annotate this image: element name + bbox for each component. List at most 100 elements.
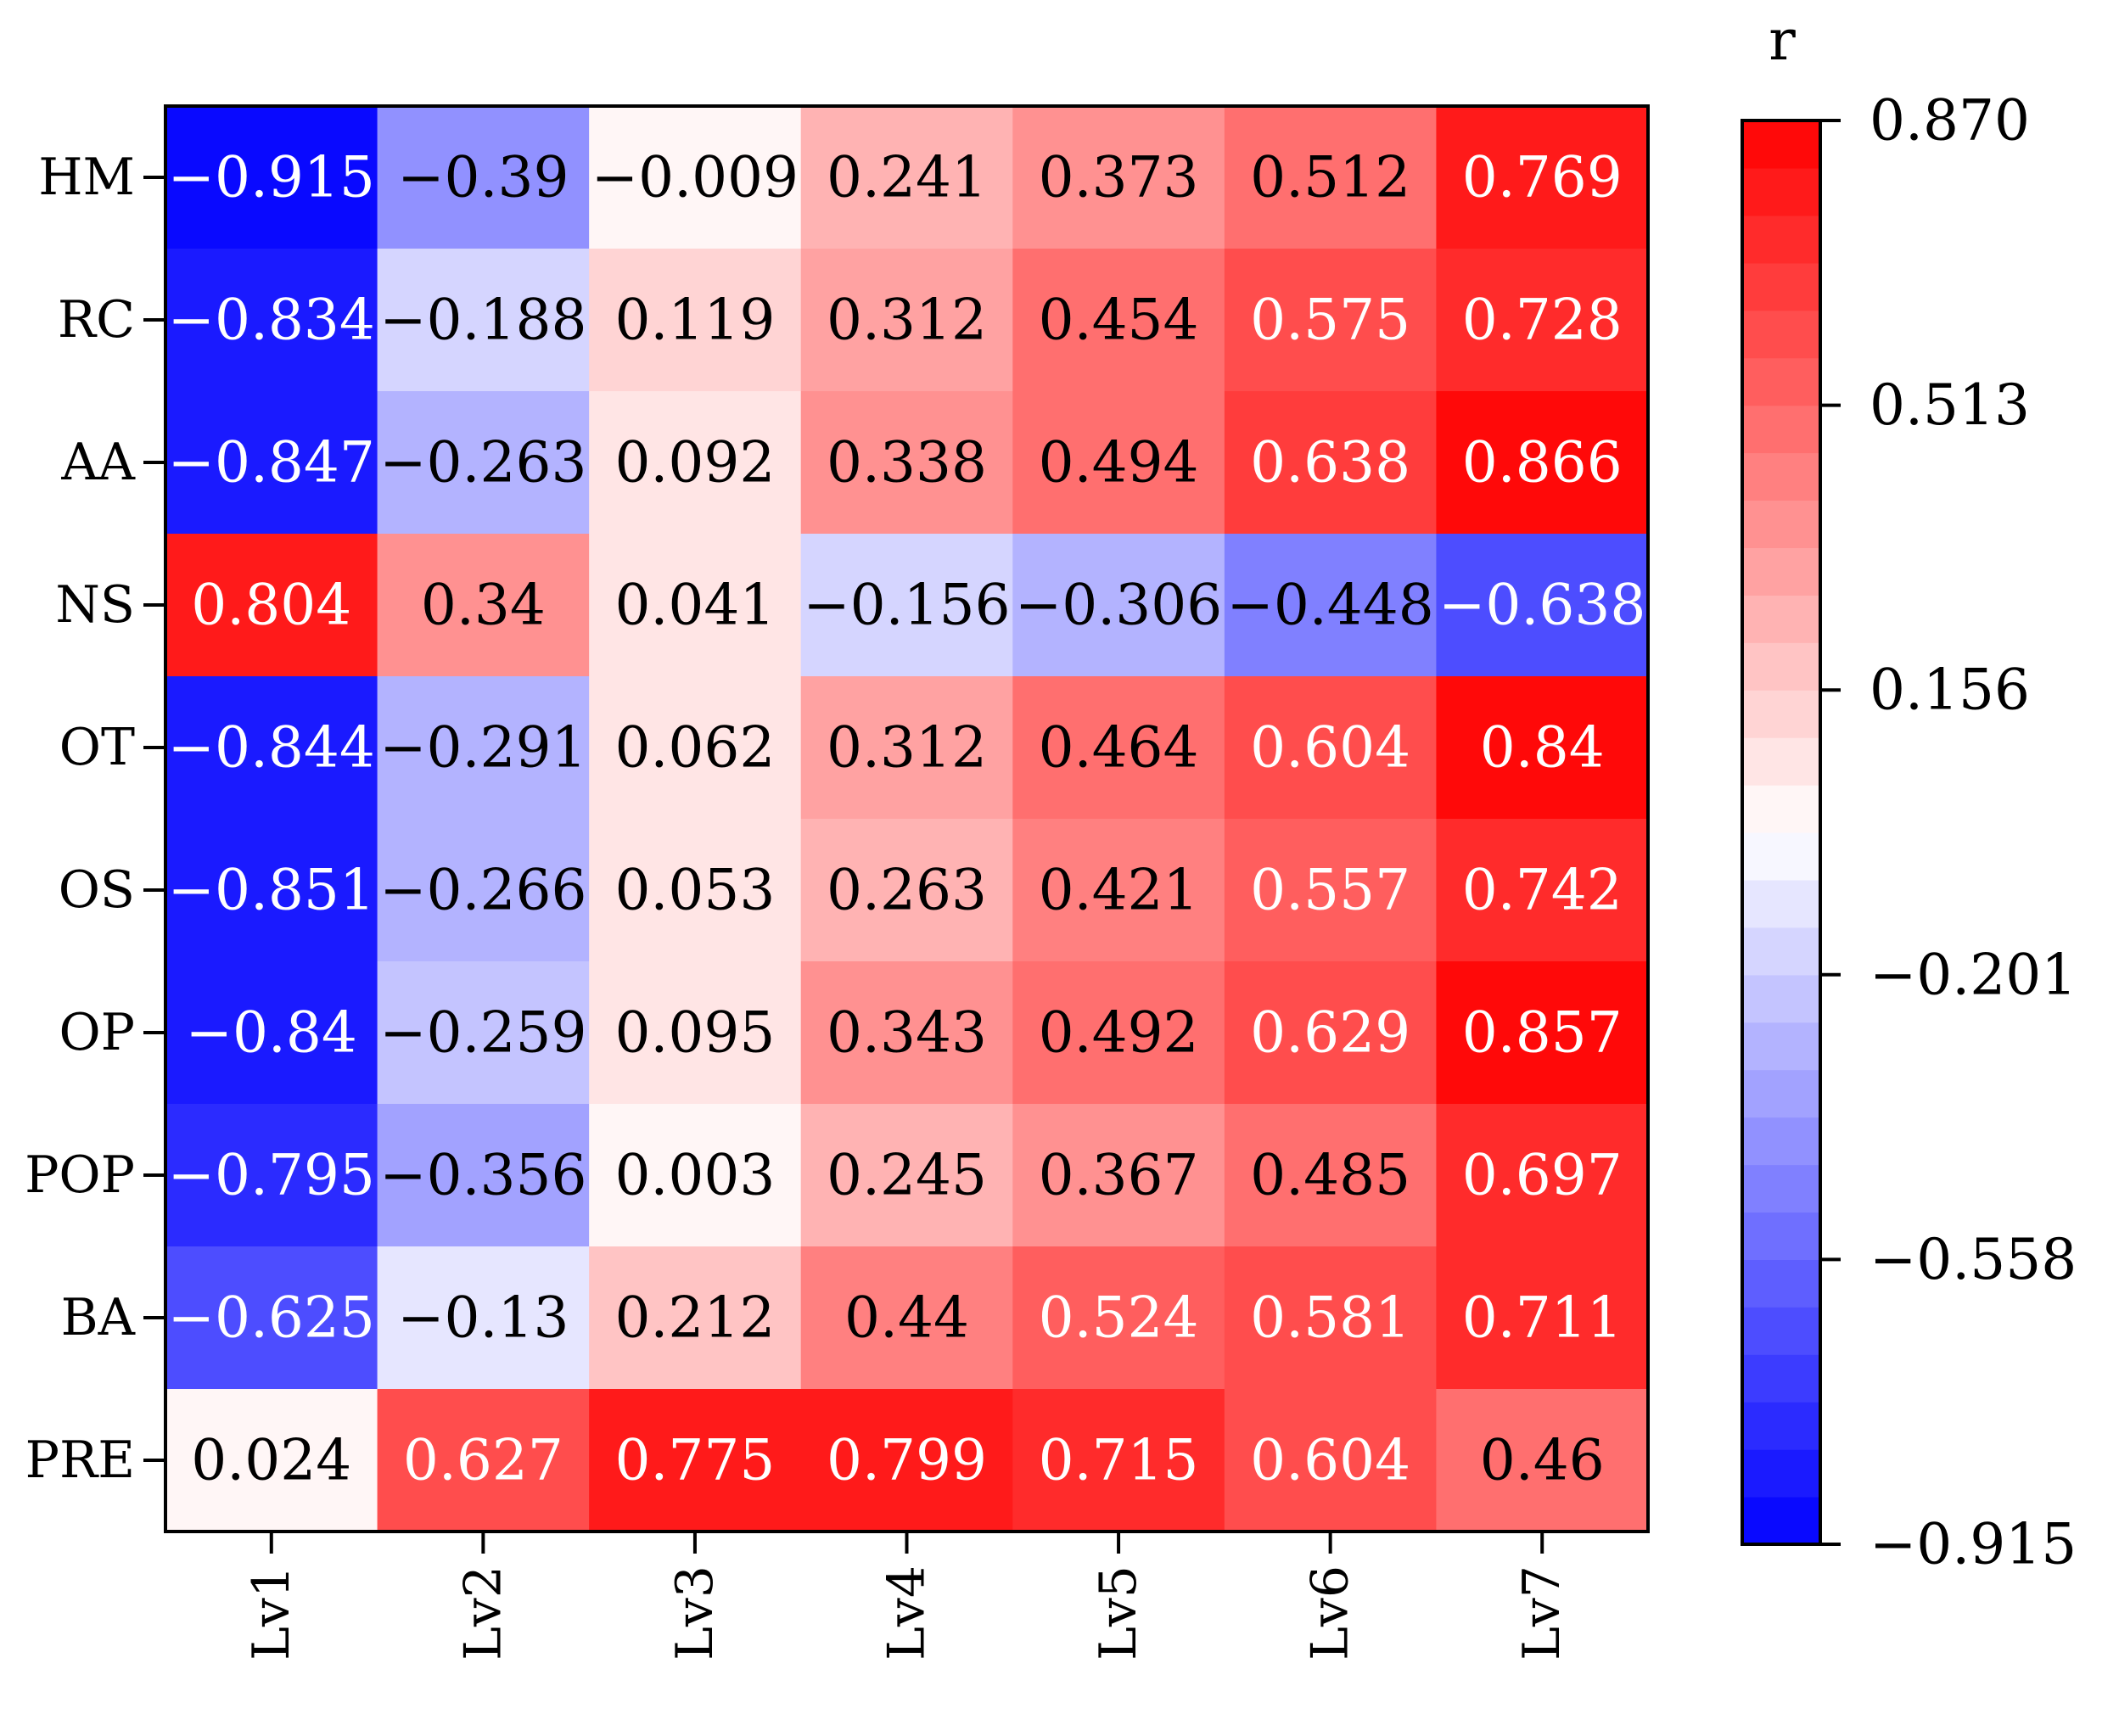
colorbar-segment	[1742, 405, 1820, 454]
heatmap-cell	[377, 1389, 590, 1532]
y-tick-label: OT	[59, 718, 135, 777]
colorbar-segment	[1742, 310, 1820, 359]
cell-value-label: 0.492	[1039, 1000, 1199, 1066]
heatmap-cell	[1436, 249, 1649, 392]
heatmap-cell	[1224, 819, 1438, 962]
heatmap-cell	[589, 676, 802, 820]
heatmap-cell-labels: −0.915 −0.39 −0.009 0.241 0.373 0.512 0.769 −0.…	[168, 145, 1646, 1493]
cell-value-label: 0.041	[614, 573, 775, 638]
colorbar-segment	[1742, 595, 1820, 643]
cell-value-label: 0.742	[1462, 858, 1623, 923]
cell-value-label: 0.711	[1462, 1285, 1623, 1351]
y-tick-label: RC	[58, 290, 135, 350]
heatmap-cell	[1224, 391, 1438, 535]
x-tick-label: Lv6	[1301, 1565, 1360, 1660]
cell-value-label: −0.291	[379, 715, 586, 781]
cell-value-label: 0.581	[1250, 1285, 1410, 1351]
cell-value-label: 0.715	[1039, 1428, 1199, 1493]
cell-value-label: −0.188	[379, 288, 586, 353]
colorbar-segment	[1742, 1212, 1820, 1260]
cell-value-label: −0.263	[379, 430, 586, 496]
heatmap-cell	[1224, 106, 1438, 249]
heatmap-cell	[1224, 961, 1438, 1105]
cell-value-label: 0.003	[614, 1143, 775, 1208]
cell-value-label: −0.834	[168, 288, 375, 353]
cell-value-label: −0.844	[168, 715, 375, 781]
cell-value-label: −0.847	[168, 430, 375, 496]
cell-value-label: 0.604	[1250, 1428, 1410, 1493]
colorbar-segment	[1742, 927, 1820, 976]
colorbar-segment	[1742, 1354, 1820, 1403]
colorbar-segment	[1742, 500, 1820, 548]
colorbar-segment	[1742, 737, 1820, 786]
x-tick-label: Lv1	[242, 1565, 301, 1660]
colorbar-tick-label: 0.156	[1870, 658, 2030, 723]
colorbar-segment	[1742, 879, 1820, 928]
colorbar-segment	[1742, 120, 1820, 169]
colorbar-segment	[1742, 215, 1820, 264]
cell-value-label: 0.524	[1039, 1285, 1199, 1351]
heatmap-cell	[377, 106, 590, 249]
heatmap-cell	[589, 1389, 802, 1532]
heatmap-cell	[800, 534, 1013, 677]
colorbar-segment	[1742, 1449, 1820, 1498]
colorbar-segment	[1742, 832, 1820, 881]
cell-value-label: −0.39	[397, 145, 569, 210]
cell-value-label: −0.915	[168, 145, 375, 210]
colorbar-segment	[1742, 1307, 1820, 1355]
cell-value-label: 0.485	[1250, 1143, 1410, 1208]
heatmap-cell	[165, 1389, 378, 1532]
cell-value-label: 0.421	[1039, 858, 1199, 923]
y-tick-label: NS	[55, 575, 135, 635]
cell-value-label: 0.775	[614, 1428, 775, 1493]
heatmap-cell	[589, 1246, 802, 1390]
colorbar-segment	[1742, 167, 1820, 216]
heatmap-cell	[800, 676, 1013, 820]
cell-value-label: 0.343	[827, 1000, 987, 1066]
heatmap-cells	[165, 106, 1649, 1532]
heatmap-cell	[1436, 961, 1649, 1105]
cell-value-label: −0.625	[168, 1285, 375, 1351]
cell-value-label: 0.373	[1039, 145, 1199, 210]
cell-value-label: 0.728	[1462, 288, 1623, 353]
cell-value-label: 0.638	[1250, 430, 1410, 496]
heatmap-cell	[165, 106, 378, 249]
heatmap-cell	[589, 249, 802, 392]
colorbar-segment	[1742, 785, 1820, 833]
heatmap-cell	[1436, 1389, 1649, 1532]
cell-value-label: −0.009	[591, 145, 799, 210]
x-tick-label: Lv3	[665, 1565, 725, 1660]
colorbar-segment	[1742, 452, 1820, 501]
cell-value-label: −0.448	[1227, 573, 1434, 638]
cell-value-label: 0.062	[614, 715, 775, 781]
x-tick-label: Lv4	[877, 1565, 937, 1660]
cell-value-label: 0.557	[1250, 858, 1410, 923]
x-axis: Lv1 Lv2 Lv3 Lv4 Lv5 Lv6 Lv7	[242, 1532, 1572, 1660]
y-tick-label: OP	[59, 1003, 135, 1062]
cell-value-label: −0.306	[1015, 573, 1222, 638]
colorbar-tick-label: −0.558	[1870, 1227, 2077, 1292]
heatmap-cell	[589, 534, 802, 677]
y-tick-label: BA	[61, 1288, 136, 1347]
cell-value-label: 0.464	[1039, 715, 1199, 781]
heatmap-cell	[377, 819, 590, 962]
colorbar-segment	[1742, 1497, 1820, 1545]
heatmap-cell	[1012, 676, 1225, 820]
heatmap-cell	[1436, 819, 1649, 962]
cell-value-label: 0.84	[1480, 715, 1605, 781]
heatmap-cell	[800, 1104, 1013, 1247]
colorbar-segment	[1742, 1117, 1820, 1166]
colorbar-segment	[1742, 690, 1820, 738]
heatmap-cell	[377, 1246, 590, 1390]
cell-value-label: 0.338	[827, 430, 987, 496]
cell-value-label: 0.799	[827, 1428, 987, 1493]
cell-value-label: 0.46	[1480, 1428, 1605, 1493]
colorbar-segment	[1742, 1022, 1820, 1071]
heatmap-cell	[800, 1389, 1013, 1532]
heatmap-cell	[377, 676, 590, 820]
heatmap-cell	[1224, 1246, 1438, 1390]
x-tick-label: Lv5	[1089, 1565, 1148, 1660]
heatmap-cell	[377, 249, 590, 392]
cell-value-label: 0.857	[1462, 1000, 1623, 1066]
